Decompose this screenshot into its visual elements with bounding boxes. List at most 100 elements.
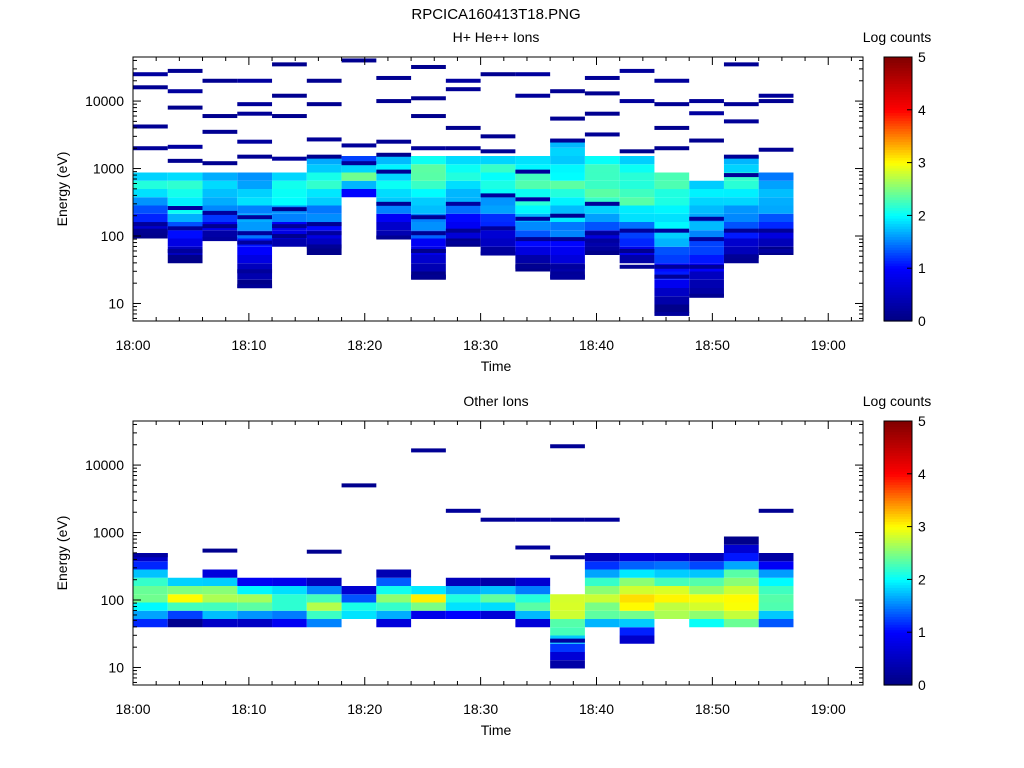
sparse-count-bar (202, 548, 238, 553)
colorbar-segment (884, 281, 912, 285)
colorbar-segment (884, 67, 912, 71)
x-tick-label: 18:10 (231, 337, 266, 353)
heatmap-cell (619, 619, 655, 628)
heatmap-cell (272, 594, 307, 603)
sparse-count-bar (411, 215, 446, 220)
heatmap-cell (272, 602, 307, 611)
x-axis-label: Time (481, 722, 512, 738)
heatmap-cell (306, 577, 342, 586)
heatmap-cell (550, 619, 585, 628)
heatmap-cell (306, 189, 342, 198)
heatmap-cell (758, 197, 794, 206)
sparse-count-bar (237, 154, 273, 159)
sparse-count-bar (202, 161, 238, 166)
colorbar-segment (884, 632, 912, 636)
heatmap-cell (237, 594, 273, 603)
heatmap-cell (411, 586, 446, 595)
colorbar-segment (884, 568, 912, 573)
sparse-count-bar (515, 197, 551, 202)
sparse-count-bar (272, 62, 307, 67)
heatmap-cell (167, 213, 203, 222)
heatmap-cell (723, 594, 759, 603)
sparse-count-bar (306, 102, 342, 107)
colorbar-segment (884, 286, 912, 290)
x-tick-label: 18:40 (579, 337, 614, 353)
heatmap-cell (237, 189, 273, 198)
sparse-count-bar (550, 116, 585, 121)
colorbar-tick-label: 0 (918, 313, 926, 329)
heatmap-cell (133, 189, 168, 198)
colorbar-tick-label: 4 (918, 466, 926, 482)
heatmap-cell (550, 139, 585, 148)
heatmap-cell (480, 238, 516, 247)
sparse-count-bar (376, 75, 412, 80)
sparse-count-bar (341, 58, 377, 63)
sparse-count-bar (272, 234, 307, 239)
sparse-count-bar (758, 228, 794, 233)
heatmap-cell (723, 536, 759, 545)
colorbar-segment (884, 70, 912, 74)
heatmap-cell (550, 602, 585, 611)
panel-title: H+ He++ Ions (453, 29, 540, 45)
sparse-count-bar (445, 508, 481, 513)
sparse-count-bar (133, 85, 168, 90)
sparse-count-bar (515, 169, 551, 174)
heatmap-cell (341, 172, 377, 181)
colorbar-segment (884, 109, 912, 114)
heatmap-cell (133, 602, 168, 611)
heatmap-cell (445, 610, 481, 619)
heatmap-cell (445, 205, 481, 214)
heatmap-cell (654, 553, 690, 562)
sparse-count-bar (202, 224, 238, 229)
sparse-count-bar (584, 201, 620, 206)
sparse-count-bar (376, 201, 412, 206)
heatmap-cell (167, 230, 203, 239)
colorbar-segment (884, 86, 912, 90)
heatmap-cell (584, 205, 620, 214)
sparse-count-bar (515, 517, 551, 522)
sparse-count-bar (202, 114, 238, 119)
heatmap-cell (584, 561, 620, 570)
sparse-count-bar (654, 274, 690, 279)
colorbar-segment (884, 291, 912, 296)
heatmap-cell (550, 255, 585, 264)
colorbar-segment (884, 289, 912, 293)
sparse-count-bar (341, 143, 377, 148)
sparse-count-bar (133, 72, 168, 77)
heatmap-cell (550, 164, 585, 173)
heatmap-cell (272, 189, 307, 198)
colorbar-tick-label: 5 (918, 49, 926, 65)
heatmap-cell (272, 586, 307, 595)
y-tick-label: 10000 (85, 457, 124, 473)
heatmap-cell (341, 586, 377, 595)
colorbar-segment (884, 141, 912, 145)
sparse-count-bar (376, 235, 412, 240)
heatmap-cell (272, 180, 307, 189)
heatmap-cell (411, 180, 446, 189)
sparse-count-bar (133, 228, 168, 233)
heatmap-cell (758, 619, 794, 628)
heatmap-cell (689, 288, 724, 297)
sparse-count-bar (480, 226, 516, 231)
sparse-count-bar (445, 146, 481, 151)
x-axis-ticks: 18:00 18:10 18:20 18:30 18:40 18:50 19:00 (115, 421, 852, 717)
heatmap-cell (480, 577, 516, 586)
heatmap-cell (202, 172, 238, 181)
x-axis-label: Time (481, 358, 512, 374)
sparse-count-bar (237, 102, 273, 107)
colorbar-segment (884, 428, 912, 433)
heatmap-cell (723, 238, 759, 247)
heatmap-cell (654, 238, 690, 247)
sparse-count-bar (411, 274, 446, 279)
heatmap-cell (758, 189, 794, 198)
sparse-count-bar (758, 248, 794, 253)
heatmap-cell (689, 619, 724, 628)
heatmap-cell (445, 156, 481, 165)
heatmap-cell (515, 610, 551, 619)
sparse-count-bar (619, 228, 655, 233)
heatmap-cell (306, 610, 342, 619)
colorbar-segment (884, 64, 912, 69)
sparse-count-bar (758, 99, 794, 104)
heatmap-cell (758, 594, 794, 603)
heatmap-cell (654, 610, 690, 619)
